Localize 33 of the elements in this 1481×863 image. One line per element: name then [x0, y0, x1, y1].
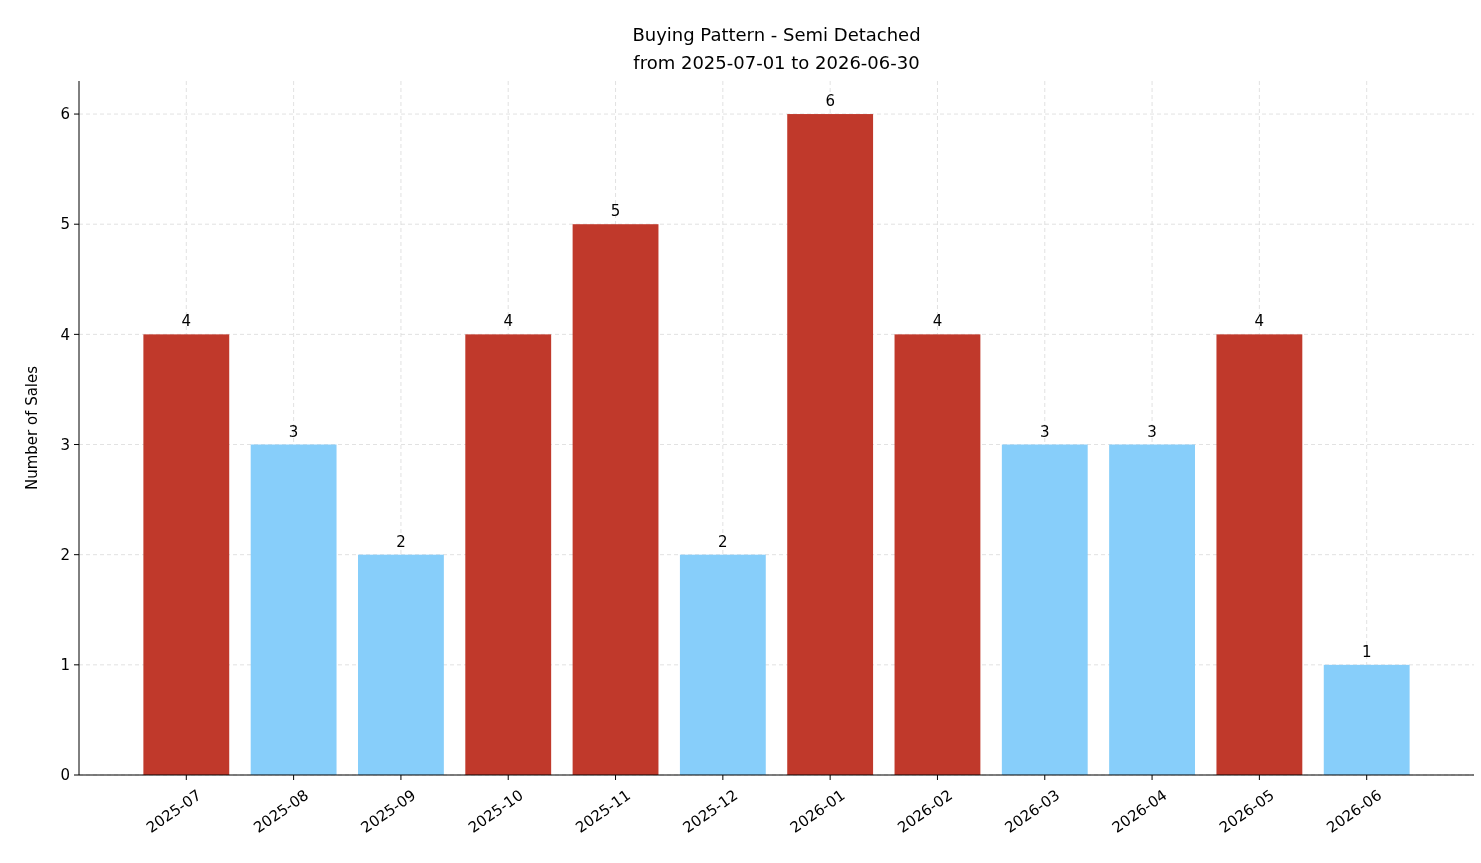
bar	[679, 554, 766, 775]
bar	[1323, 664, 1410, 775]
y-tick-label: 3	[60, 435, 70, 454]
data-label: 6	[825, 92, 835, 111]
bar	[894, 334, 981, 775]
y-tick-label: 2	[60, 545, 70, 564]
y-tick-label: 4	[60, 325, 70, 344]
data-label: 4	[503, 312, 513, 331]
bar	[572, 224, 659, 775]
bar	[1109, 444, 1195, 775]
y-tick-label: 5	[60, 215, 70, 234]
data-label: 4	[1254, 312, 1265, 331]
chart-title: Buying Pattern - Semi Detached from 2025-07-01 to 2026-06-30	[632, 24, 921, 73]
bar	[358, 554, 444, 775]
data-label: 2	[718, 532, 728, 551]
data-label: 5	[610, 202, 621, 221]
data-label: 3	[1147, 422, 1157, 441]
data-label: 3	[288, 422, 299, 441]
bar	[1216, 334, 1303, 775]
data-label: 4	[181, 312, 192, 331]
bar	[143, 334, 230, 775]
y-axis-title: Number of Sales	[23, 365, 41, 491]
bar	[250, 444, 337, 775]
bar	[787, 114, 874, 775]
bar	[1001, 444, 1088, 775]
y-tick-label: 0	[60, 766, 70, 785]
y-tick-label: 6	[60, 105, 70, 124]
data-label: 3	[1040, 422, 1050, 441]
data-label: 1	[1361, 642, 1372, 661]
data-label: 2	[396, 532, 406, 551]
y-tick-label: 1	[60, 656, 70, 675]
bar	[465, 334, 552, 775]
data-label: 4	[932, 312, 943, 331]
